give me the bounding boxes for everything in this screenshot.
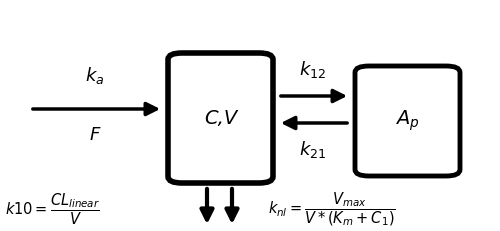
Text: $k_a$: $k_a$ bbox=[86, 66, 104, 86]
Text: $A_p$: $A_p$ bbox=[396, 109, 419, 133]
Text: $k_{12}$: $k_{12}$ bbox=[300, 58, 326, 79]
Text: $k10 = \dfrac{CL_{linear}}{V}$: $k10 = \dfrac{CL_{linear}}{V}$ bbox=[5, 191, 100, 227]
FancyBboxPatch shape bbox=[355, 66, 460, 176]
FancyBboxPatch shape bbox=[168, 53, 273, 183]
Text: $k_{21}$: $k_{21}$ bbox=[300, 139, 326, 159]
Text: $k_{nl}=\dfrac{V_{max}}{V*(K_m+C_1)}$: $k_{nl}=\dfrac{V_{max}}{V*(K_m+C_1)}$ bbox=[268, 190, 396, 228]
Text: $F$: $F$ bbox=[88, 126, 102, 144]
Text: C,V: C,V bbox=[204, 109, 237, 128]
